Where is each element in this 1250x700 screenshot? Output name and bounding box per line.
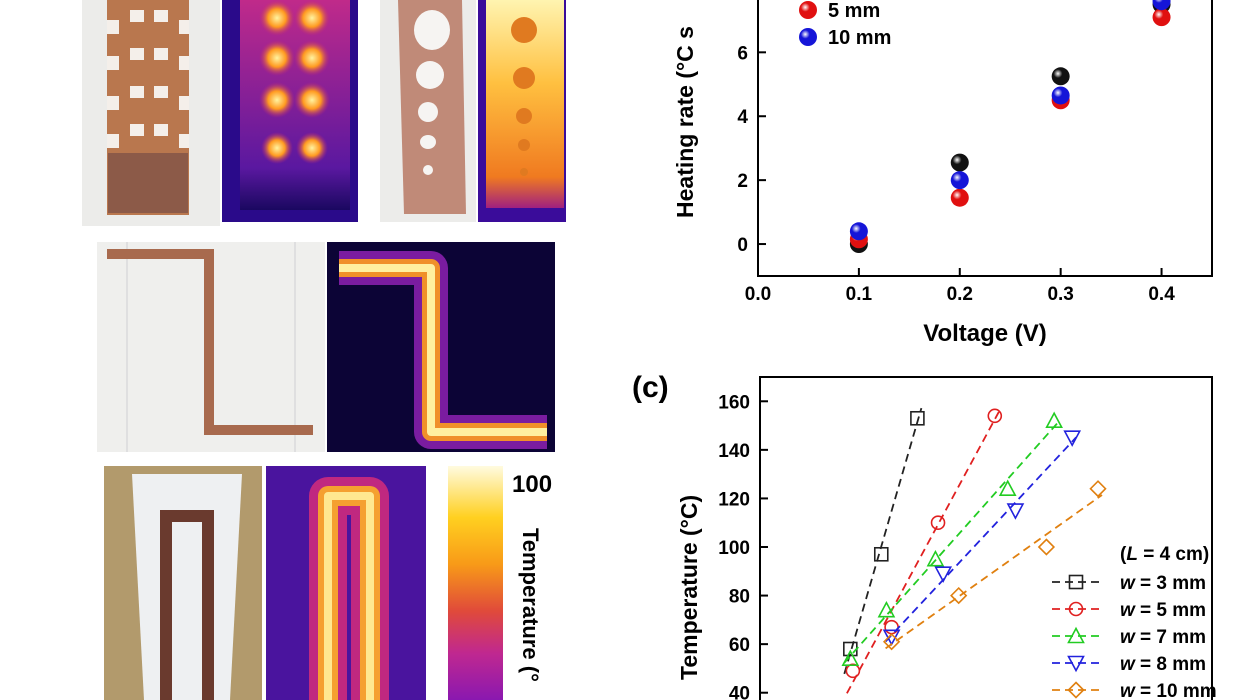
photo-hole-strip (380, 0, 476, 222)
c-legend-title: (L = 4 cm) (1120, 544, 1209, 565)
colorbar-max-label: 100 (512, 471, 552, 498)
b-xtick-label-2: 0.2 (947, 284, 973, 305)
b-point-5mm-3 (1152, 8, 1171, 27)
b-ytick-label-1: 2 (737, 171, 748, 192)
c-legend-marker-2 (1067, 626, 1085, 644)
c-legend-marker-4 (1067, 681, 1085, 699)
c-fit-line-0 (843, 407, 923, 675)
b-xtick-label-1: 0.1 (846, 284, 873, 305)
c-legend-marker-3 (1067, 655, 1085, 673)
b-point-10mm-3 (1152, 0, 1171, 11)
b-legend-label-1: 10 mm (828, 27, 891, 49)
c-fit-line-4 (885, 494, 1103, 650)
c-point-3-3 (1063, 430, 1082, 447)
thermal-hole-strip (478, 0, 566, 222)
b-point-3mm-1 (950, 153, 969, 172)
c-point-4-3 (1089, 480, 1107, 498)
photo-u-strip (104, 466, 262, 700)
photo-z-strip (97, 242, 325, 452)
thermal-u-strip (266, 466, 426, 700)
b-legend-label-0: 5 mm (828, 0, 880, 22)
b-xtick-label-3: 0.3 (1047, 284, 1073, 305)
b-point-10mm-2 (1051, 86, 1070, 105)
b-point-10mm-1 (950, 171, 969, 190)
panel-b-axes-frame (757, 0, 1213, 277)
c-ytick-label-4: 120 (718, 489, 750, 510)
panel-b-xlabel: Voltage (V) (923, 320, 1047, 347)
thermal-z-strip (327, 242, 555, 452)
c-fit-line-3 (884, 436, 1077, 643)
c-point-3-2 (1006, 503, 1025, 520)
c-ytick-label-3: 100 (718, 538, 750, 559)
c-point-1-3 (987, 408, 1003, 424)
panel-c-axes-frame (759, 376, 1213, 700)
c-ytick-label-1: 60 (729, 635, 750, 656)
b-point-10mm-0 (849, 222, 868, 241)
colorbar-title: Temperature (° (518, 528, 543, 682)
c-point-3-0 (882, 629, 901, 647)
c-legend-marker-0 (1068, 574, 1084, 590)
c-legend-marker-1 (1068, 601, 1084, 617)
b-ytick-label-2: 4 (737, 107, 748, 128)
c-point-2-2 (926, 549, 945, 567)
b-ytick-label-3: 6 (737, 43, 748, 64)
c-point-2-4 (1045, 411, 1063, 429)
c-point-4-0 (882, 633, 901, 651)
c-point-2-0 (841, 649, 860, 667)
c-ytick-label-2: 80 (729, 587, 750, 608)
b-legend-marker-1 (799, 28, 817, 46)
u-strip-illustration (132, 474, 242, 700)
thermal-z-illustration (339, 251, 547, 449)
thermal-u-illustration (309, 477, 389, 700)
ladder-strip-illustration (107, 0, 189, 215)
c-legend-label-0: w = 3 mm (1120, 573, 1206, 594)
c-point-0-2 (910, 410, 925, 426)
photo-ladder-strip (82, 0, 220, 226)
c-point-3-1 (934, 566, 953, 583)
b-ytick-label-0: 0 (737, 235, 748, 256)
temperature-colorbar (448, 466, 503, 700)
hole-strip-illustration (398, 0, 466, 214)
thermal-ladder-strip (222, 0, 358, 222)
panel-c-ylabel: Temperature (°C) (676, 495, 702, 680)
b-point-5mm-1 (950, 188, 969, 207)
c-point-2-3 (998, 479, 1017, 497)
b-xtick-label-4: 0.4 (1148, 284, 1175, 305)
c-ytick-label-5: 140 (718, 441, 750, 462)
c-ytick-label-6: 160 (718, 392, 750, 413)
panel-b-ylabel: Heating rate (°C s (672, 26, 698, 218)
b-legend-marker-0 (799, 1, 817, 19)
c-point-4-1 (950, 586, 968, 605)
c-fit-line-1 (846, 411, 1000, 694)
b-xtick-label-0: 0.0 (745, 284, 771, 305)
c-fit-line-2 (843, 421, 1059, 664)
c-legend-label-3: w = 8 mm (1120, 654, 1206, 675)
c-point-1-1 (884, 619, 899, 635)
panel-c-label: (c) (632, 371, 669, 404)
z-strip-illustration (107, 242, 313, 452)
c-point-1-2 (930, 515, 946, 531)
c-legend-label-1: w = 5 mm (1120, 600, 1206, 621)
b-point-3mm-2 (1051, 67, 1070, 86)
c-point-0-1 (873, 546, 889, 562)
c-legend-label-4: w = 10 mm (1120, 681, 1217, 700)
thermal-ladder-illustration (240, 0, 350, 210)
c-point-1-0 (845, 663, 861, 679)
c-point-0-0 (843, 641, 858, 657)
c-ytick-label-0: 40 (729, 684, 750, 700)
c-legend-label-2: w = 7 mm (1120, 627, 1206, 648)
c-point-4-2 (1037, 538, 1056, 556)
c-point-2-1 (877, 600, 896, 618)
thermal-hole-illustration (486, 0, 564, 208)
